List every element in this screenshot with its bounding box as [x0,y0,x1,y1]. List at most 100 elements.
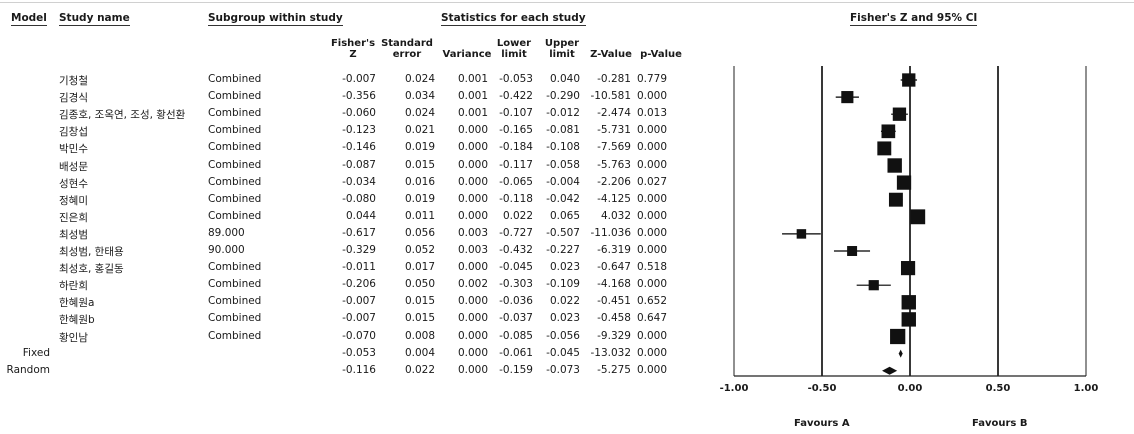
x-tick-label: -0.50 [808,383,837,394]
stat-cell-var: 0.000 [457,261,488,274]
stat-cell-zval: 4.032 [600,209,631,222]
stat-cell-var: 0.003 [457,244,488,256]
stat-cell-upper: -0.042 [546,192,580,205]
stat-cell-zval: -6.319 [597,244,631,256]
subgroup-cell: Combined [208,73,262,85]
study-name-cell: 최성범 [59,228,88,241]
col-header-lower-limit: Lower limit [494,38,534,60]
subgroup-cell: Combined [208,278,262,291]
stat-cell-z: -0.356 [342,90,376,103]
pooled-diamond [882,366,898,375]
study-point [901,295,916,310]
stat-cell-se: 0.052 [404,244,435,256]
stat-cell-lower: -0.118 [499,192,533,205]
study-name-cell: 진은희 [59,211,88,224]
favours-a-label: Favours A [794,418,850,429]
subgroup-cell: Combined [208,192,262,205]
stat-cell-z: -0.007 [342,312,376,325]
stat-cell-upper: 0.022 [549,295,580,308]
col-header-standard-error: Standard error [380,38,434,60]
model-label-cell: Random [6,363,50,376]
subgroup-cell: 90.000 [208,244,245,256]
col-header-p-value: p-Value [636,49,686,60]
stat-cell-zval: -0.647 [597,261,631,274]
study-name-cell: 정혜미 [59,194,88,207]
subgroup-cell: Combined [208,175,262,188]
study-name-cell: 한혜원a [59,297,95,310]
study-name-cell: 최성호, 홍길동 [59,263,124,276]
stat-cell-z: -0.007 [342,295,376,308]
col-header-upper-limit: Upper limit [542,38,582,60]
study-point [890,328,906,345]
stat-cell-p: 0.647 [636,312,667,325]
pooled-diamond [898,349,903,358]
subgroup-cell: Combined [208,209,262,222]
stat-cell-se: 0.034 [404,90,435,103]
stat-cell-lower: -0.085 [499,329,533,342]
stat-cell-lower: -0.727 [499,226,533,239]
stat-cell-zval: -0.281 [597,73,631,85]
stat-cell-lower: -0.303 [499,278,533,291]
stat-cell-z: -0.087 [342,158,376,171]
stat-cell-lower: -0.065 [499,175,533,188]
stat-cell-se: 0.015 [404,312,435,325]
stat-cell-var: 0.000 [457,141,488,154]
stat-cell-var: 0.000 [457,175,488,188]
col-header-lower-limit-line2: limit [501,49,527,60]
stat-cell-var: 0.000 [457,124,488,137]
stat-cell-se: 0.016 [404,175,435,188]
stat-cell-se: 0.024 [404,107,435,120]
stat-cell-z: 0.044 [345,209,376,222]
study-point [796,229,807,239]
stat-cell-zval: -2.206 [597,175,631,188]
stat-cell-p: 0.779 [636,73,667,85]
stat-cell-upper: -0.290 [546,90,580,103]
summary-cell-var: 0.000 [457,346,488,359]
study-point [888,192,903,207]
study-name-cell: 성현수 [59,177,88,190]
summary-cell-zval: -5.275 [597,363,631,376]
stat-cell-lower: -0.036 [499,295,533,308]
subgroup-cell: Combined [208,312,262,325]
stat-cell-zval: -5.731 [597,124,631,137]
stat-cell-p: 0.027 [636,175,667,188]
stat-cell-lower: -0.432 [499,244,533,256]
col-header-upper-limit-line1: Upper [544,38,580,49]
stat-cell-zval: -4.168 [597,278,631,291]
stat-cell-p: 0.000 [636,192,667,205]
summary-cell-z: -0.053 [342,346,376,359]
stat-cell-se: 0.021 [404,124,435,137]
stat-cell-var: 0.000 [457,295,488,308]
stat-cell-var: 0.000 [457,329,488,342]
col-header-variance: Variance [440,49,494,60]
subgroup-cell: Combined [208,124,262,137]
study-point [868,280,879,291]
stat-cell-zval: -9.329 [597,329,631,342]
study-name-cell: 기청철 [59,75,88,87]
stat-cell-p: 0.652 [636,295,667,308]
stat-cell-se: 0.050 [404,278,435,291]
stat-cell-upper: -0.012 [546,107,580,120]
stat-cell-lower: -0.165 [499,124,533,137]
summary-cell-upper: -0.073 [546,363,580,376]
study-point [887,158,902,173]
stat-cell-p: 0.000 [636,124,667,137]
stat-cell-var: 0.001 [457,90,488,103]
header-plot-title: Fisher's Z and 95% CI [850,12,978,26]
stat-cell-upper: -0.227 [546,244,580,256]
stat-cell-p: 0.013 [636,107,667,120]
summary-cell-zval: -13.032 [590,346,631,359]
stat-cell-se: 0.019 [404,192,435,205]
col-header-z-value: Z-Value [586,49,636,60]
stat-cell-upper: 0.040 [549,73,580,85]
stat-cell-p: 0.000 [636,278,667,291]
col-header-lower-limit-line1: Lower [496,38,532,49]
study-point [877,141,892,156]
stat-cell-p: 0.000 [636,158,667,171]
col-header-fishers-z-line2: Z [349,49,357,60]
stat-cell-se: 0.011 [404,209,435,222]
study-point [847,246,858,256]
stat-cell-se: 0.008 [404,329,435,342]
col-header-fishers-z-line1: Fisher's [330,38,376,49]
study-point [841,91,854,104]
